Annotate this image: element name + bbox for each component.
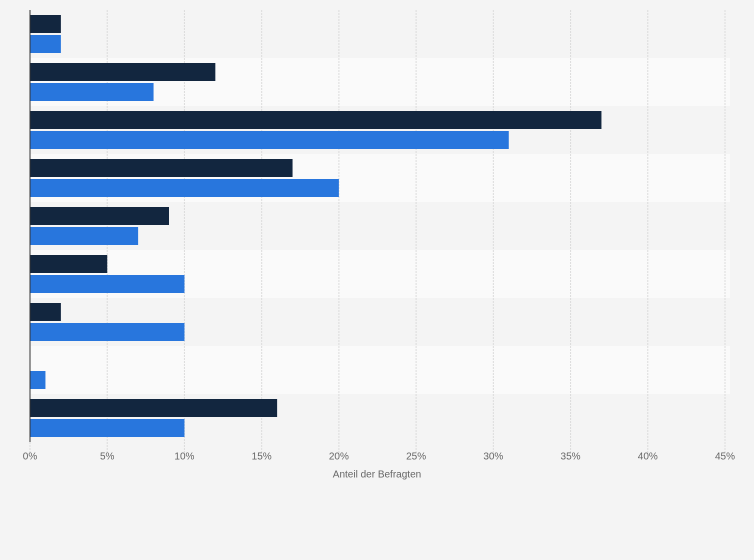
bar xyxy=(30,275,185,293)
x-tick-label: 30% xyxy=(483,452,503,463)
bar xyxy=(30,227,139,245)
x-tick-label: 5% xyxy=(100,452,115,463)
x-tick-label: 10% xyxy=(174,452,194,463)
bar xyxy=(30,179,339,197)
bar xyxy=(30,371,46,389)
bar xyxy=(30,159,293,177)
bar xyxy=(30,131,509,149)
bar xyxy=(30,255,108,273)
bar xyxy=(30,111,602,129)
row-stripe xyxy=(30,346,730,394)
bar xyxy=(30,35,61,53)
bar xyxy=(30,15,61,33)
bar xyxy=(30,399,278,417)
bar xyxy=(30,303,61,321)
bar xyxy=(30,63,216,81)
bar xyxy=(30,83,154,101)
x-axis-label: Anteil der Befragten xyxy=(333,470,421,481)
x-tick-label: 40% xyxy=(638,452,658,463)
x-tick-label: 35% xyxy=(561,452,581,463)
x-tick-label: 0% xyxy=(23,452,38,463)
bar xyxy=(30,323,185,341)
x-tick-label: 25% xyxy=(406,452,426,463)
x-tick-label: 45% xyxy=(715,452,735,463)
bar xyxy=(30,419,185,437)
bar xyxy=(30,207,169,225)
x-tick-label: 20% xyxy=(329,452,349,463)
x-tick-label: 15% xyxy=(252,452,272,463)
